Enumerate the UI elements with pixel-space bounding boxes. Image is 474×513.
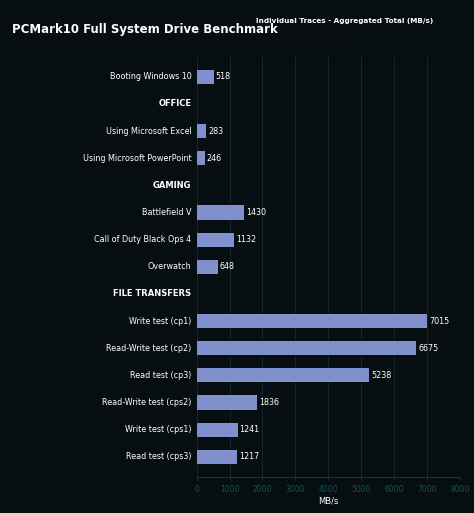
Text: Battlefield V: Battlefield V: [142, 208, 191, 217]
Text: 648: 648: [220, 262, 235, 271]
Text: OFFICE: OFFICE: [158, 100, 191, 108]
Text: 6675: 6675: [418, 344, 438, 352]
Bar: [197, 151, 205, 165]
Text: 1836: 1836: [259, 398, 279, 407]
Bar: [197, 314, 428, 328]
Text: 1430: 1430: [246, 208, 266, 217]
Text: Using Microsoft PowerPoint: Using Microsoft PowerPoint: [83, 154, 191, 163]
Text: 518: 518: [216, 72, 231, 81]
Bar: [197, 232, 234, 247]
Bar: [197, 450, 237, 464]
X-axis label: MB/s: MB/s: [318, 497, 338, 505]
Text: FILE TRANSFERS: FILE TRANSFERS: [113, 289, 191, 299]
Bar: [197, 124, 206, 138]
Text: Write test (cps1): Write test (cps1): [125, 425, 191, 434]
Text: Overwatch: Overwatch: [148, 262, 191, 271]
Text: 5238: 5238: [371, 371, 391, 380]
Bar: [197, 205, 244, 220]
Text: PCMark10 Full System Drive Benchmark: PCMark10 Full System Drive Benchmark: [12, 23, 278, 36]
Text: Call of Duty Black Ops 4: Call of Duty Black Ops 4: [94, 235, 191, 244]
Text: Read test (cps3): Read test (cps3): [126, 452, 191, 461]
Text: Using Microsoft Excel: Using Microsoft Excel: [106, 127, 191, 135]
Text: 246: 246: [207, 154, 222, 163]
Bar: [197, 341, 416, 355]
Bar: [197, 423, 237, 437]
Text: Read-Write test (cps2): Read-Write test (cps2): [102, 398, 191, 407]
Text: 1241: 1241: [239, 425, 260, 434]
Bar: [197, 70, 214, 84]
Bar: [197, 368, 369, 382]
Text: 7015: 7015: [429, 317, 450, 326]
Text: Read-Write test (cp2): Read-Write test (cp2): [106, 344, 191, 352]
Text: GAMING: GAMING: [153, 181, 191, 190]
Text: Booting Windows 10: Booting Windows 10: [109, 72, 191, 81]
Text: 1132: 1132: [236, 235, 256, 244]
Text: 283: 283: [208, 127, 223, 135]
Text: Read test (cp3): Read test (cp3): [130, 371, 191, 380]
Bar: [197, 260, 218, 274]
Text: Higher scores are better: Higher scores are better: [255, 37, 340, 43]
Text: 1217: 1217: [239, 452, 259, 461]
Text: Write test (cp1): Write test (cp1): [129, 317, 191, 326]
Bar: [197, 396, 257, 409]
Text: Individual Traces - Aggregated Total (MB/s): Individual Traces - Aggregated Total (MB…: [255, 18, 433, 24]
